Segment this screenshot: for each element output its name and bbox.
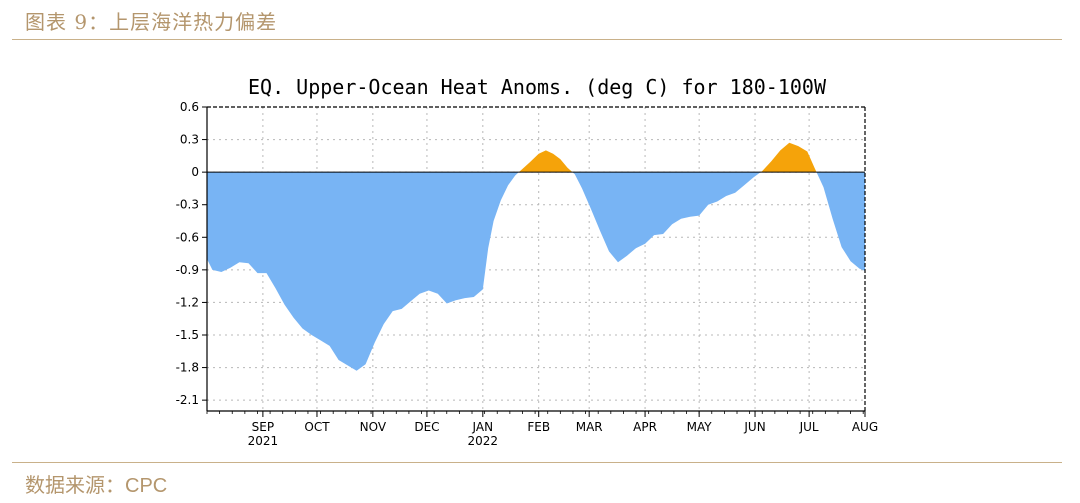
y-tick-label: 0.6: [180, 100, 199, 114]
tick-labels: 0.60.30-0.3-0.6-0.9-1.2-1.5-1.8-2.1SEP20…: [176, 100, 879, 448]
y-tick-label: -0.9: [176, 263, 199, 277]
figure-caption: 图表 9：上层海洋热力偏差: [25, 10, 278, 34]
anomaly-area: [207, 142, 865, 371]
x-year-label: 2022: [468, 434, 499, 448]
x-year-label: 2021: [248, 434, 279, 448]
source-prefix: 数据来源：: [25, 473, 125, 497]
source-name: CPC: [125, 475, 168, 497]
y-tick-label: -1.8: [176, 361, 199, 375]
y-tick-label: -0.6: [176, 230, 199, 244]
x-tick-label: SEP: [252, 420, 274, 434]
negative-anomaly-area: [207, 172, 519, 371]
y-tick-label: -1.2: [176, 295, 199, 309]
figure-header: 图表 9：上层海洋热力偏差: [0, 0, 1080, 40]
chart-title: EQ. Upper-Ocean Heat Anoms. (deg C) for …: [248, 75, 827, 99]
x-tick-label: MAR: [576, 420, 603, 434]
y-tick-label: -1.5: [176, 328, 199, 342]
bottom-divider: [12, 462, 1062, 463]
x-tick-label: APR: [633, 420, 657, 434]
y-tick-label: 0: [191, 165, 199, 179]
x-tick-label: FEB: [527, 420, 550, 434]
negative-anomaly-area: [572, 172, 761, 263]
x-tick-label: JAN: [472, 420, 494, 434]
top-divider: [12, 39, 1062, 40]
x-tick-label: OCT: [304, 420, 330, 434]
negative-anomaly-area: [816, 172, 865, 271]
positive-anomaly-area: [760, 142, 817, 173]
x-tick-label: MAY: [687, 420, 713, 434]
positive-anomaly-area: [518, 150, 573, 173]
axes: [202, 106, 866, 417]
x-tick-label: AUG: [852, 420, 878, 434]
y-tick-label: -0.3: [176, 198, 199, 212]
source-note: 数据来源：CPC: [25, 469, 167, 498]
x-tick-label: DEC: [414, 420, 439, 434]
y-tick-label: 0.3: [180, 133, 199, 147]
x-tick-label: JUN: [743, 420, 765, 434]
x-tick-label: NOV: [360, 420, 387, 434]
x-tick-label: JUL: [799, 420, 819, 434]
y-tick-label: -2.1: [176, 393, 199, 407]
